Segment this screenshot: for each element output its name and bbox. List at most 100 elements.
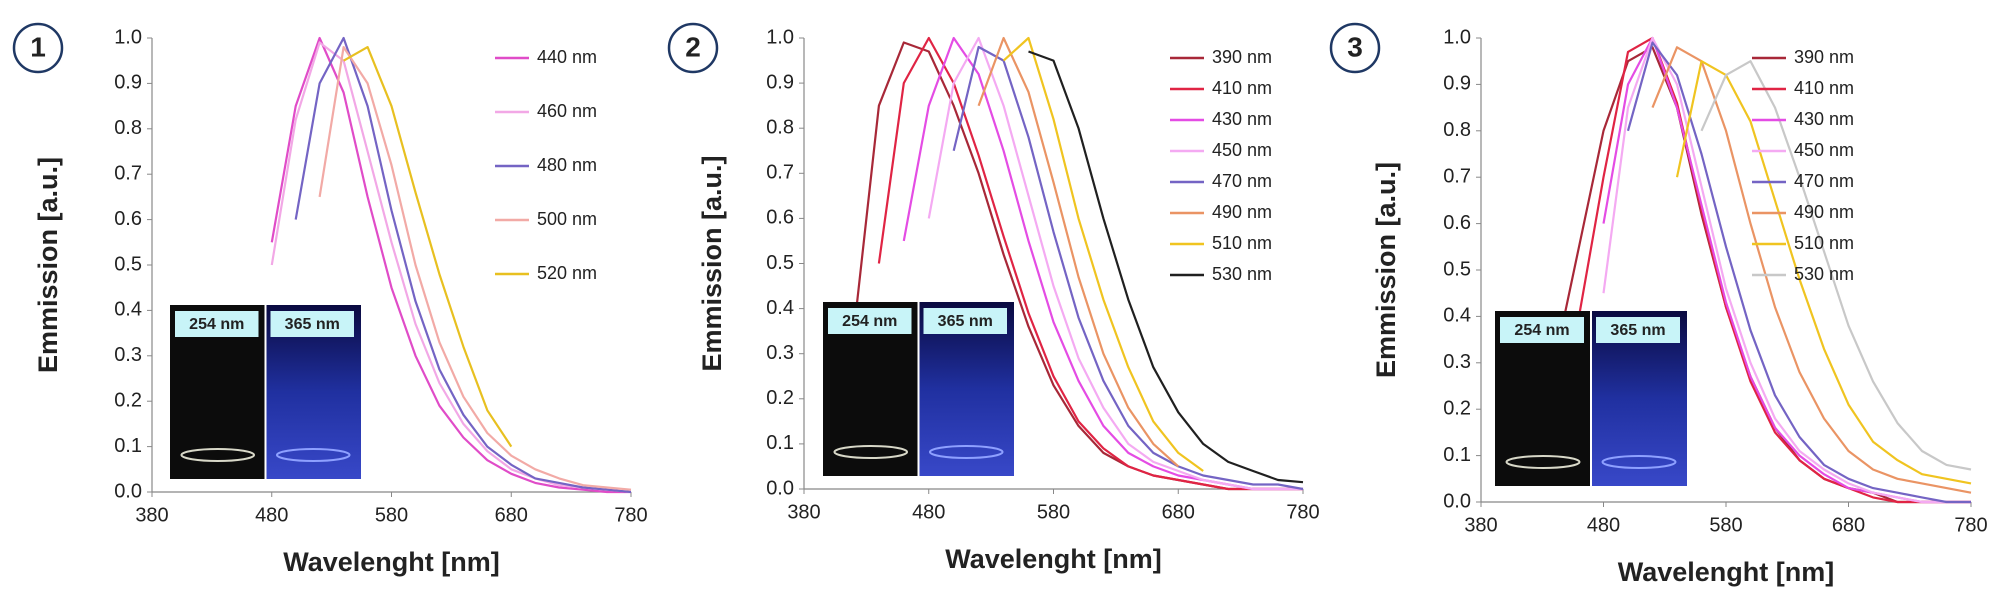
inset-label: 254 nm xyxy=(189,316,244,333)
legend-label: 520 nm xyxy=(537,263,597,283)
vial-base-365 xyxy=(928,445,1004,459)
x-tick-label: 380 xyxy=(1464,514,1497,536)
y-tick-label: 0.8 xyxy=(766,116,794,138)
spectrum-line xyxy=(343,46,513,448)
spectrum-line xyxy=(877,36,1303,491)
x-tick-label: 480 xyxy=(912,501,945,523)
inset-label-box xyxy=(1500,317,1584,343)
legend-label: 530 nm xyxy=(1212,264,1272,284)
y-tick-label: 0.2 xyxy=(1443,397,1471,419)
panel-badge xyxy=(667,22,719,74)
y-tick-label: 0.8 xyxy=(1443,119,1471,141)
y-tick-label: 0.5 xyxy=(1443,258,1471,280)
y-tick-label: 0.6 xyxy=(766,207,794,229)
legend-label: 410 nm xyxy=(1794,78,1854,98)
x-axis-title: Wavelenght [nm] xyxy=(1618,557,1835,587)
y-axis-title: Emmission [a.u.] xyxy=(697,155,727,371)
panel-badge xyxy=(1329,22,1381,74)
x-tick-label: 380 xyxy=(135,504,168,526)
legend-label: 390 nm xyxy=(1212,47,1272,67)
x-tick-label: 680 xyxy=(1832,514,1865,536)
y-tick-label: 0.3 xyxy=(114,344,142,366)
y-tick-label: 0.5 xyxy=(766,252,794,274)
panel-badge xyxy=(12,22,64,74)
spectrum-line xyxy=(270,36,631,494)
spectrum-line xyxy=(1700,60,1972,471)
legend-label: 460 nm xyxy=(537,101,597,121)
y-tick-label: 0.7 xyxy=(114,162,142,184)
legend-label: 510 nm xyxy=(1794,233,1854,253)
x-axis-title: Wavelenght [nm] xyxy=(945,544,1162,574)
y-tick-label: 0.4 xyxy=(766,297,794,319)
vial-base-254 xyxy=(1505,455,1581,469)
spectrum-line xyxy=(977,36,1180,468)
y-axis-title: Emmission [a.u.] xyxy=(1371,162,1401,378)
legend-label: 500 nm xyxy=(537,209,597,229)
spectrum-line xyxy=(318,46,632,491)
panel: 1 0.0 0.1 0.2 0.3 0.4 0.5 0.6 0.7 0.8 0.9 1.0 380 480… xyxy=(12,22,648,577)
spectrum-line xyxy=(1002,36,1204,472)
panel: 3 0.0 0.1 0.2 0.3 0.4 0.5 0.6 0.7 0.8 0.9 1.0 380 480… xyxy=(1329,22,1988,587)
spectrum-line xyxy=(1651,46,1972,494)
x-tick-label: 580 xyxy=(1037,501,1070,523)
y-tick-label: 0.6 xyxy=(114,208,142,230)
panel-number: 1 xyxy=(30,31,46,62)
legend-label: 440 nm xyxy=(537,47,597,67)
y-tick-label: 0.9 xyxy=(766,71,794,93)
y-tick-label: 0.8 xyxy=(114,117,142,139)
legend-label: 480 nm xyxy=(537,155,597,175)
inset-label-box xyxy=(270,311,354,337)
x-tick-label: 480 xyxy=(255,504,288,526)
inset-label-box xyxy=(828,308,912,334)
y-tick-label: 0.1 xyxy=(766,432,794,454)
y-tick-label: 1.0 xyxy=(766,26,794,48)
legend-label: 470 nm xyxy=(1212,171,1272,191)
legend-label: 470 nm xyxy=(1794,171,1854,191)
x-axis-title: Wavelenght [nm] xyxy=(283,547,500,577)
x-tick-label: 680 xyxy=(495,504,528,526)
legend-label: 450 nm xyxy=(1794,140,1854,160)
y-tick-label: 0.0 xyxy=(766,477,794,499)
inset-label-box xyxy=(923,308,1007,334)
y-tick-label: 0.1 xyxy=(1443,444,1471,466)
y-tick-label: 0.4 xyxy=(114,299,142,321)
x-tick-label: 780 xyxy=(1286,501,1319,523)
legend-label: 450 nm xyxy=(1212,140,1272,160)
spectrum-line xyxy=(1577,36,1971,504)
y-tick-label: 0.3 xyxy=(766,342,794,364)
panel-number: 2 xyxy=(685,31,701,62)
inset-label-box xyxy=(1596,317,1680,343)
spectrum-line xyxy=(270,41,632,494)
y-tick-label: 0.2 xyxy=(114,389,142,411)
inset-label: 254 nm xyxy=(1514,322,1569,339)
spectrum-line xyxy=(952,45,1304,491)
legend-label: 390 nm xyxy=(1794,47,1854,67)
y-tick-label: 0.6 xyxy=(1443,212,1471,234)
x-tick-label: 680 xyxy=(1162,501,1195,523)
vial-base-254 xyxy=(180,448,256,462)
y-tick-label: 1.0 xyxy=(114,26,142,48)
legend-label: 490 nm xyxy=(1212,202,1272,222)
vial-base-254 xyxy=(833,445,909,459)
spectrum-line xyxy=(1028,50,1304,484)
y-axis-title: Emmission [a.u.] xyxy=(33,157,63,373)
y-tick-label: 0.2 xyxy=(766,387,794,409)
legend-label: 530 nm xyxy=(1794,264,1854,284)
inset-label-box xyxy=(175,311,259,337)
inset-label: 365 nm xyxy=(938,313,993,330)
legend-label: 410 nm xyxy=(1212,78,1272,98)
legend-label: 490 nm xyxy=(1794,202,1854,222)
inset-label: 365 nm xyxy=(285,316,340,333)
x-tick-label: 580 xyxy=(1709,514,1742,536)
y-tick-label: 0.1 xyxy=(114,435,142,457)
x-tick-label: 580 xyxy=(375,504,408,526)
legend-label: 430 nm xyxy=(1794,109,1854,129)
y-tick-label: 0.9 xyxy=(1443,73,1471,95)
y-tick-label: 0.5 xyxy=(114,253,142,275)
x-tick-label: 480 xyxy=(1587,514,1620,536)
x-tick-label: 780 xyxy=(1954,514,1987,536)
y-tick-label: 0.9 xyxy=(114,72,142,94)
legend-label: 510 nm xyxy=(1212,233,1272,253)
